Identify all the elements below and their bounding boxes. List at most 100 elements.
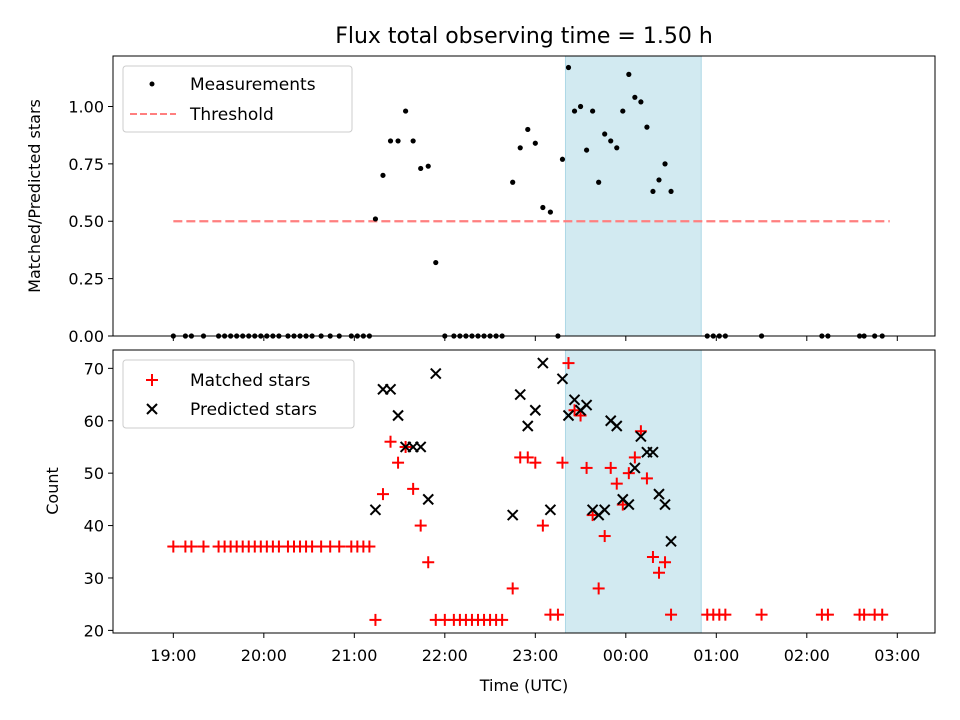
measurement-point (547, 209, 553, 215)
predicted-star-point (647, 446, 659, 458)
x-tick-label: 21:00 (331, 646, 377, 665)
x-tick-label: 03:00 (874, 646, 920, 665)
bottom-legend: Matched stars Predicted stars (122, 359, 355, 429)
measurement-point (583, 147, 590, 153)
matched-star-point (496, 613, 509, 626)
x-tick-label: 02:00 (784, 646, 830, 665)
predicted-star-point (414, 441, 427, 453)
matched-star-point (556, 456, 569, 469)
bottom-legend-box (122, 359, 355, 429)
x-tick-label: 22:00 (422, 646, 468, 665)
predicted-star-point (430, 367, 442, 380)
measurement-point (395, 138, 401, 144)
predicted-star-point (598, 504, 611, 516)
measurement-point (620, 108, 626, 114)
y-tick-label: 1.00 (68, 97, 104, 116)
measurement-point (387, 138, 394, 144)
predicted-star-point (568, 394, 581, 406)
measurement-point (638, 99, 644, 105)
measurement-point (410, 138, 416, 144)
matched-star-point (197, 540, 210, 553)
matched-star-point (665, 608, 678, 621)
measurement-point (380, 172, 386, 178)
top-data-marks (170, 64, 890, 339)
predicted-star-point (369, 504, 382, 516)
bottom-data-marks (167, 357, 889, 626)
y-tick-label: 20 (84, 621, 104, 640)
measurement-point (540, 204, 546, 211)
y-tick-label: 50 (84, 464, 104, 483)
matched-star-point (551, 608, 564, 621)
matched-star-point (536, 519, 549, 532)
bottom-y-axis-label: Count (43, 467, 62, 515)
chart-title: Flux total observing time = 1.50 h (335, 24, 713, 49)
matched-star-point (333, 540, 346, 553)
top-plot-frame (112, 55, 936, 337)
matched-star-point (659, 556, 672, 569)
matched-star-point (604, 461, 617, 474)
predicted-star-point (514, 388, 526, 401)
predicted-star-point (623, 498, 635, 511)
matched-star-point (755, 608, 768, 621)
legend-predicted-marker (146, 403, 158, 415)
measurement-point (626, 71, 632, 77)
y-tick-label: 40 (84, 517, 104, 536)
x-tick-label: 19:00 (150, 646, 196, 665)
predicted-star-point (562, 409, 575, 422)
y-tick-label: 30 (84, 569, 104, 588)
legend-measurements-label: Measurements (190, 75, 316, 95)
matched-star-point (821, 608, 834, 621)
predicted-star-point (529, 404, 542, 416)
predicted-star-point (422, 493, 434, 506)
measurement-point (577, 103, 584, 110)
matched-star-point (167, 540, 180, 553)
legend-predicted-label: Predicted stars (190, 400, 317, 420)
highlight-span-rect (564, 349, 702, 634)
x-tick-label: 23:00 (512, 646, 558, 665)
matched-star-point (384, 435, 397, 448)
top-highlight-span (564, 55, 702, 337)
matched-star-point (521, 451, 534, 464)
measurement-point (656, 177, 662, 183)
measurement-point (668, 188, 674, 195)
matched-star-point (422, 556, 435, 569)
matched-star-point (598, 530, 611, 543)
matched-star-point (646, 551, 659, 564)
matched-star-point (392, 456, 405, 469)
matched-star-point (876, 608, 889, 621)
matched-star-point (719, 608, 732, 621)
y-tick-label: 0.75 (68, 155, 104, 174)
legend-matched-marker (146, 374, 158, 386)
matched-star-point (610, 477, 623, 490)
bottom-panel: 20 30 40 50 60 70 19:00 20:00 21:00 22:00 23:00 00… (43, 349, 936, 695)
predicted-star-point (635, 430, 647, 443)
y-tick-label: 0.00 (68, 327, 104, 346)
measurement-point (525, 126, 531, 133)
predicted-star-point (659, 498, 671, 511)
matched-star-point (562, 357, 575, 370)
legend-threshold-label: Threshold (189, 105, 274, 125)
measurement-point (571, 108, 578, 114)
measurement-point (403, 108, 409, 114)
legend-measurements-marker (149, 81, 155, 87)
x-tick-label: 01:00 (693, 646, 739, 665)
predicted-star-point (384, 383, 397, 396)
predicted-star-point (522, 420, 534, 432)
measurement-point (608, 138, 614, 144)
x-axis-label: Time (UTC) (479, 676, 568, 695)
legend-matched-label: Matched stars (190, 371, 310, 391)
top-legend: Measurements Threshold (122, 65, 353, 133)
y-tick-label: 0.50 (68, 212, 104, 231)
bottom-plot-frame (112, 349, 936, 634)
top-y-axis-label: Matched/Predicted stars (25, 99, 44, 293)
measurement-point (650, 188, 656, 195)
measurement-point (559, 156, 566, 162)
top-panel: 0.00 0.25 0.50 0.75 1.00 Matched/Predicted s… (25, 55, 936, 346)
matched-star-point (376, 488, 389, 501)
matched-star-point (568, 404, 581, 417)
measurement-point (590, 108, 596, 114)
matched-star-point (622, 467, 635, 480)
predicted-star-point (506, 509, 519, 521)
top-y-axis: 0.00 0.25 0.50 0.75 1.00 (68, 97, 113, 346)
predicted-star-point (556, 373, 569, 385)
